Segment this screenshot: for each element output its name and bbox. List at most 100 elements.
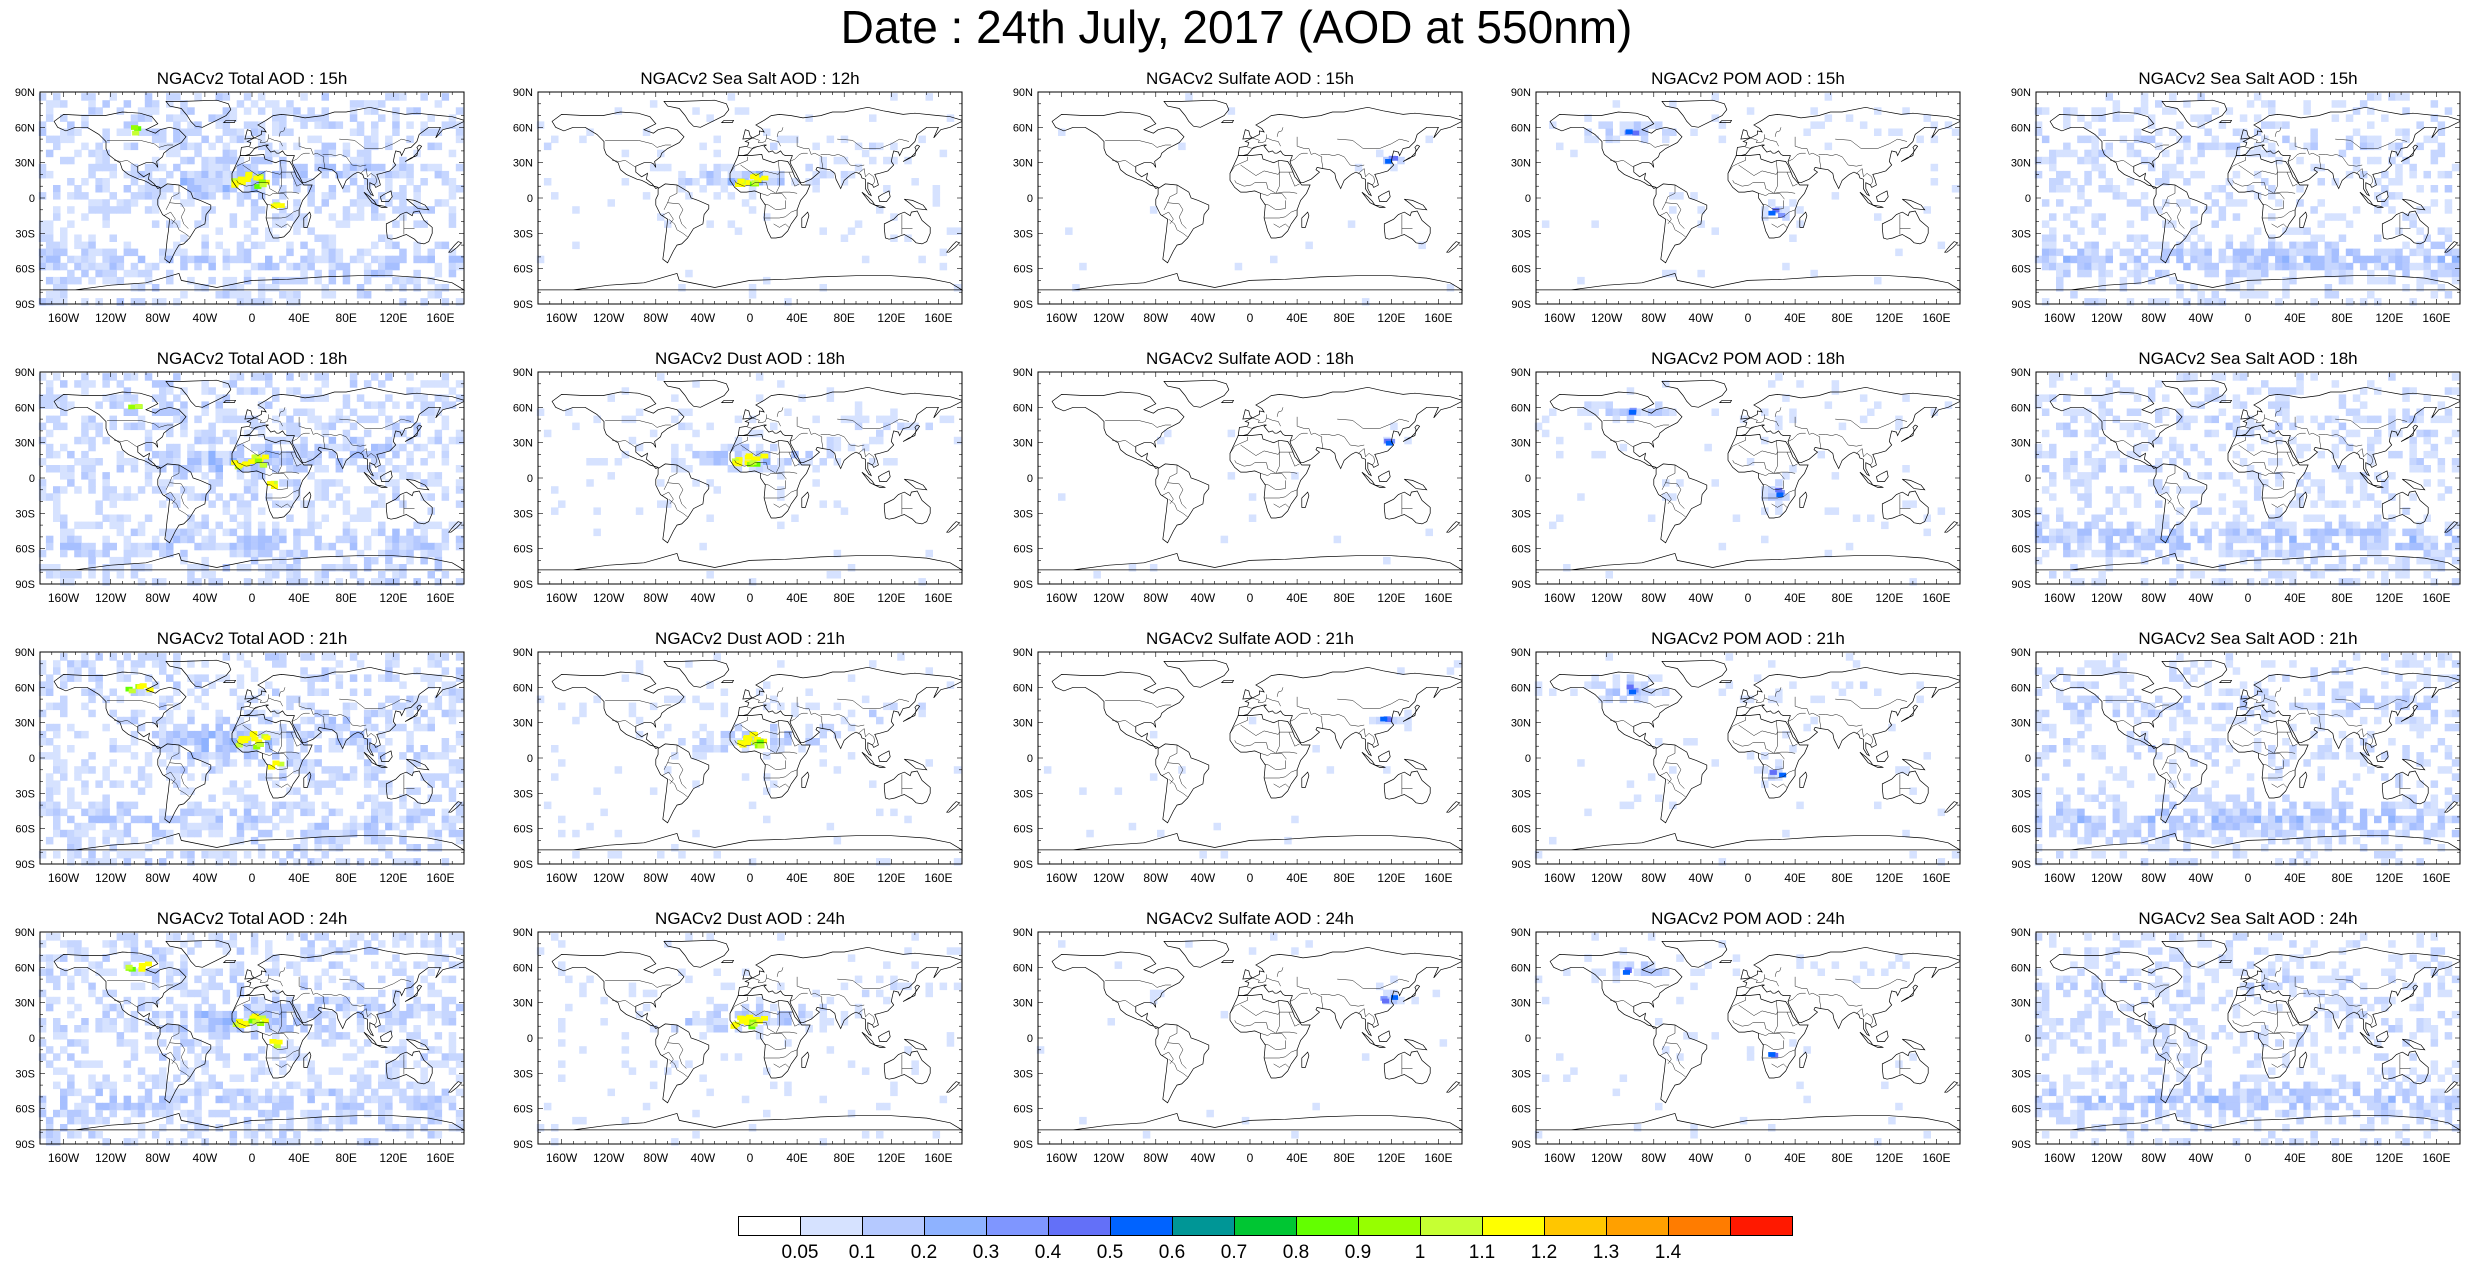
lon-tick-label: 120W: [95, 871, 127, 885]
lon-tick-label: 120E: [1377, 311, 1405, 325]
axis-ticks: [1038, 652, 1462, 864]
lon-tick-label: 120E: [379, 591, 407, 605]
colorbar-swatch: [1668, 1216, 1731, 1236]
lat-tick-label: 30N: [513, 718, 533, 730]
lon-tick-label: 120E: [1875, 591, 1903, 605]
lat-tick-label: 30N: [2011, 158, 2031, 170]
panel-title: NGACv2 POM AOD : 15h: [1536, 70, 1960, 88]
lon-tick-label: 160W: [546, 591, 578, 605]
panel-title: NGACv2 POM AOD : 18h: [1536, 350, 1960, 368]
lon-tick-label: 120E: [379, 311, 407, 325]
axis-ticks: [1038, 932, 1462, 1144]
lon-tick-label: 160E: [2422, 591, 2450, 605]
lat-tick-label: 30S: [1511, 1068, 1531, 1080]
lat-tick-label: 60S: [513, 264, 533, 276]
lon-tick-label: 40E: [288, 1151, 309, 1165]
lat-tick-label: 90S: [513, 579, 533, 591]
lat-tick-label: 0: [29, 1033, 35, 1045]
lat-tick-label: 60N: [513, 962, 533, 974]
lon-tick-label: 160W: [546, 1151, 578, 1165]
lat-tick-label: 60S: [513, 544, 533, 556]
aod-field: [1058, 423, 1433, 579]
lon-tick-label: 80E: [1832, 591, 1853, 605]
lat-tick-label: 90N: [15, 927, 35, 939]
lat-tick-label: 90S: [1511, 299, 1531, 311]
lon-tick-label: 0: [249, 591, 256, 605]
aod-field: [39, 653, 464, 865]
lat-tick-label: 90N: [1013, 87, 1033, 99]
lon-tick-label: 0: [1247, 871, 1254, 885]
lon-tick-label: 160E: [426, 311, 454, 325]
lon-tick-label: 0: [1745, 591, 1752, 605]
lon-tick-label: 160E: [2422, 871, 2450, 885]
lat-tick-label: 30N: [1511, 718, 1531, 730]
lat-tick-label: 60S: [15, 544, 35, 556]
lat-tick-label: 30N: [1511, 438, 1531, 450]
lat-tick-label: 60S: [2011, 824, 2031, 836]
lon-tick-label: 120E: [877, 1151, 905, 1165]
lat-tick-label: 90N: [513, 367, 533, 379]
lat-tick-label: 30S: [513, 788, 533, 800]
colorbar-swatch: [1730, 1216, 1793, 1236]
lat-tick-label: 30N: [1013, 998, 1033, 1010]
colorbar-swatch: [800, 1216, 863, 1236]
lon-tick-label: 40E: [2284, 1151, 2305, 1165]
lon-tick-label: 40W: [691, 591, 716, 605]
lon-tick-label: 80W: [643, 311, 668, 325]
panel-title: NGACv2 Sulfate AOD : 21h: [1038, 630, 1462, 648]
axis-ticks: [1038, 372, 1462, 584]
lon-tick-label: 40W: [193, 871, 218, 885]
colorbar-label: 0.7: [1204, 1242, 1264, 1264]
lon-tick-label: 80E: [2332, 871, 2353, 885]
colorbar-swatch: [1110, 1216, 1173, 1236]
lon-tick-label: 80W: [2141, 871, 2166, 885]
axis-ticks: [538, 372, 962, 584]
lat-tick-label: 90S: [1511, 579, 1531, 591]
panel-title: NGACv2 Dust AOD : 24h: [538, 910, 962, 928]
lon-tick-label: 0: [747, 591, 754, 605]
lon-tick-label: 120W: [2091, 1151, 2123, 1165]
lon-tick-label: 160E: [1424, 311, 1452, 325]
lat-tick-label: 60N: [1013, 122, 1033, 134]
lon-tick-label: 160E: [924, 871, 952, 885]
lon-tick-label: 120W: [2091, 871, 2123, 885]
panel-title: NGACv2 Sulfate AOD : 15h: [1038, 70, 1462, 88]
lat-tick-label: 90S: [15, 299, 35, 311]
lat-tick-label: 0: [29, 193, 35, 205]
aod-field: [39, 933, 464, 1145]
lat-tick-label: 0: [527, 193, 533, 205]
lat-tick-label: 30N: [15, 718, 35, 730]
lat-tick-label: 60S: [1013, 264, 1033, 276]
lon-tick-label: 120W: [1093, 871, 1125, 885]
lat-tick-label: 90N: [2011, 87, 2031, 99]
colorbar-swatch: [1358, 1216, 1421, 1236]
lon-tick-label: 80W: [2141, 591, 2166, 605]
colorbar-swatch: [1172, 1216, 1235, 1236]
lat-tick-label: 0: [527, 473, 533, 485]
lat-tick-label: 0: [1525, 193, 1531, 205]
panel-title: NGACv2 Dust AOD : 21h: [538, 630, 962, 648]
lon-tick-label: 40W: [1689, 871, 1714, 885]
colorbar-swatch: [924, 1216, 987, 1236]
coastlines: [1038, 380, 1462, 570]
aod-field: [1535, 373, 1952, 585]
aod-field: [39, 93, 464, 305]
aod-field: [537, 373, 962, 585]
lat-tick-label: 30N: [513, 438, 533, 450]
lon-tick-label: 40W: [691, 871, 716, 885]
lon-tick-label: 40E: [2284, 871, 2305, 885]
lat-tick-label: 60N: [2011, 682, 2031, 694]
colorbar-label: 1.1: [1452, 1242, 1512, 1264]
lon-tick-label: 120W: [95, 1151, 127, 1165]
lat-tick-label: 60N: [2011, 122, 2031, 134]
